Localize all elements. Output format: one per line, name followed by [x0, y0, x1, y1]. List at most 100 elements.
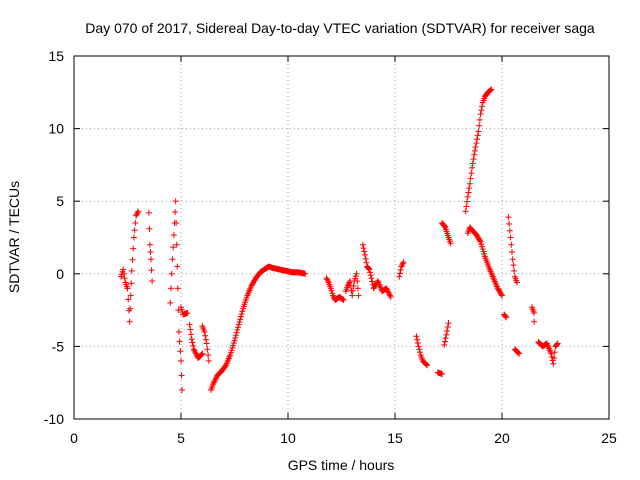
- data-point: [324, 278, 331, 285]
- data-point: [466, 185, 473, 192]
- data-point: [424, 362, 431, 369]
- data-point: [471, 151, 478, 158]
- data-point: [212, 376, 219, 383]
- data-point: [415, 343, 422, 350]
- data-point: [511, 267, 518, 274]
- data-point: [349, 287, 356, 294]
- data-point: [445, 320, 452, 327]
- data-point: [329, 292, 336, 299]
- data-point: [177, 348, 184, 355]
- data-point: [478, 107, 485, 114]
- data-point: [506, 220, 513, 227]
- data-point: [235, 321, 242, 328]
- data-point: [469, 164, 476, 171]
- data-point: [441, 223, 448, 230]
- data-point: [173, 219, 180, 226]
- data-point: [178, 372, 185, 379]
- data-point: [198, 351, 205, 358]
- data-point: [210, 381, 217, 388]
- data-point: [120, 266, 127, 273]
- data-point: [149, 278, 156, 285]
- data-point: [146, 241, 153, 248]
- data-point: [349, 292, 356, 299]
- data-point: [387, 294, 394, 301]
- y-tick-label: 5: [56, 193, 64, 209]
- data-point: [441, 338, 448, 345]
- data-point: [531, 310, 538, 317]
- y-tick-label: -10: [44, 411, 64, 427]
- data-point: [423, 361, 430, 368]
- data-point: [302, 270, 309, 277]
- data-point: [507, 234, 514, 241]
- data-point: [479, 103, 486, 110]
- data-point: [363, 259, 370, 266]
- data-point: [127, 292, 134, 299]
- data-point: [124, 285, 131, 292]
- data-point: [508, 249, 515, 256]
- data-point: [465, 189, 472, 196]
- x-tick-label: 20: [494, 430, 510, 446]
- data-point: [147, 249, 154, 256]
- data-point: [477, 111, 484, 118]
- data-point: [464, 198, 471, 205]
- x-tick-label: 0: [70, 430, 78, 446]
- data-point: [422, 360, 429, 367]
- axis-ticks: 0 5 10 15 20 25 -10 -5 0 5 10 15: [44, 48, 617, 446]
- data-point: [367, 272, 374, 279]
- data-point: [324, 276, 331, 283]
- data-point: [201, 328, 208, 335]
- data-point: [503, 314, 510, 321]
- x-tick-label: 15: [387, 430, 403, 446]
- data-point: [202, 336, 209, 343]
- data-point: [361, 248, 368, 255]
- data-point: [514, 349, 521, 356]
- data-point: [553, 341, 560, 348]
- data-point: [471, 147, 478, 154]
- y-tick-label: 15: [48, 48, 64, 64]
- data-point: [487, 86, 494, 93]
- data-point: [205, 352, 212, 359]
- data-point: [354, 278, 361, 285]
- data-point: [167, 299, 174, 306]
- data-point: [515, 349, 522, 356]
- data-point: [487, 87, 494, 94]
- data-point: [513, 279, 520, 286]
- x-tick-label: 10: [280, 430, 296, 446]
- data-point: [365, 265, 372, 272]
- data-point: [202, 332, 209, 339]
- data-point: [232, 334, 239, 341]
- data-point: [125, 296, 132, 303]
- data-point: [399, 260, 406, 267]
- x-tick-label: 5: [177, 430, 185, 446]
- data-point: [531, 318, 538, 325]
- data-point: [396, 270, 403, 277]
- data-point: [355, 292, 362, 299]
- data-point: [127, 305, 134, 312]
- data-point: [387, 292, 394, 299]
- data-point: [236, 318, 243, 325]
- data-point: [233, 329, 240, 336]
- data-point: [174, 263, 181, 270]
- data-point: [439, 370, 446, 377]
- data-point: [385, 289, 392, 296]
- y-tick-label: -5: [52, 338, 65, 354]
- data-point: [146, 225, 153, 232]
- data-point: [414, 336, 421, 343]
- data-point: [174, 285, 181, 292]
- data-point: [148, 267, 155, 274]
- data-point: [130, 234, 137, 241]
- data-point: [176, 338, 183, 345]
- data-point: [467, 175, 474, 182]
- data-point: [441, 341, 448, 348]
- data-point: [126, 318, 133, 325]
- data-point: [187, 326, 194, 333]
- data-point: [170, 232, 177, 239]
- data-point: [502, 313, 509, 320]
- data-point: [510, 262, 517, 269]
- data-point: [184, 310, 191, 317]
- data-point: [383, 285, 390, 292]
- data-point: [148, 256, 155, 263]
- data-point: [508, 241, 515, 248]
- data-point: [133, 212, 140, 219]
